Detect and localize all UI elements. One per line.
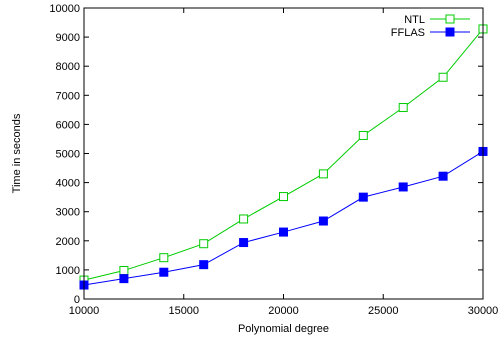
legend-label-ntl: NTL [404,14,425,26]
series-fflas [79,146,488,290]
y-tick-label: 4000 [56,178,80,190]
legend-marker-ntl [445,14,455,24]
data-point-ntl [318,169,328,179]
y-tick-label: 0 [74,294,80,306]
x-tick-label: 20000 [268,305,299,317]
y-tick-label: 3000 [56,207,80,219]
y-tick-label: 6000 [56,119,80,131]
x-tick-label: 10000 [69,305,100,317]
y-tick-label: 9000 [56,32,80,44]
y-tick-label: 2000 [56,236,80,248]
data-point-fflas [119,274,129,284]
data-point-ntl [239,214,249,224]
legend-marker-fflas [445,27,455,37]
series-layer [79,24,488,290]
legend-label-fflas: FFLAS [391,27,425,39]
data-point-fflas [159,267,169,277]
x-tick-label: 15000 [168,305,199,317]
data-point-fflas [358,192,368,202]
data-point-ntl [398,103,408,113]
axis-ticks: 0 1000 2000 3000 4000 5000 6000 7000 8000 9000 100… [49,3,498,317]
data-point-ntl [159,253,169,263]
y-axis-title: Time in seconds [11,113,23,193]
series-ntl [79,24,488,285]
series-line-ntl [83,28,484,281]
data-point-ntl [119,265,129,275]
data-point-fflas [279,227,288,237]
x-tick-label: 25000 [368,305,399,317]
data-point-fflas [318,216,328,226]
data-point-fflas [199,260,209,270]
data-point-ntl [358,130,368,140]
data-point-ntl [438,72,448,82]
data-point-fflas [239,238,249,248]
series-line-fflas [83,151,484,286]
x-axis-title: Polynomial degree [238,323,329,335]
y-tick-label: 8000 [56,61,80,73]
data-point-ntl [199,239,209,249]
y-tick-label: 5000 [56,149,80,161]
x-tick-label: 30000 [468,305,499,317]
data-point-fflas [398,182,408,192]
plot-frame [83,7,484,300]
y-tick-label: 1000 [56,265,80,277]
y-tick-label: 10000 [49,3,80,15]
y-tick-label: 7000 [56,90,80,102]
data-point-ntl [279,192,288,202]
data-point-fflas [438,171,448,181]
